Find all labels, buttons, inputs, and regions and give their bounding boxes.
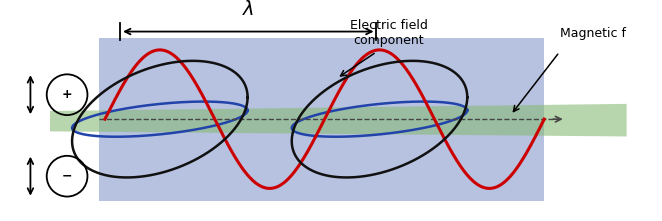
Bar [99,38,544,201]
Text: Magnetic f: Magnetic f [559,27,626,40]
Text: λ: λ [242,0,254,19]
Text: −: − [62,170,72,183]
Text: +: + [62,88,72,101]
Text: Electric field
component: Electric field component [350,19,428,47]
Polygon shape [50,104,627,136]
